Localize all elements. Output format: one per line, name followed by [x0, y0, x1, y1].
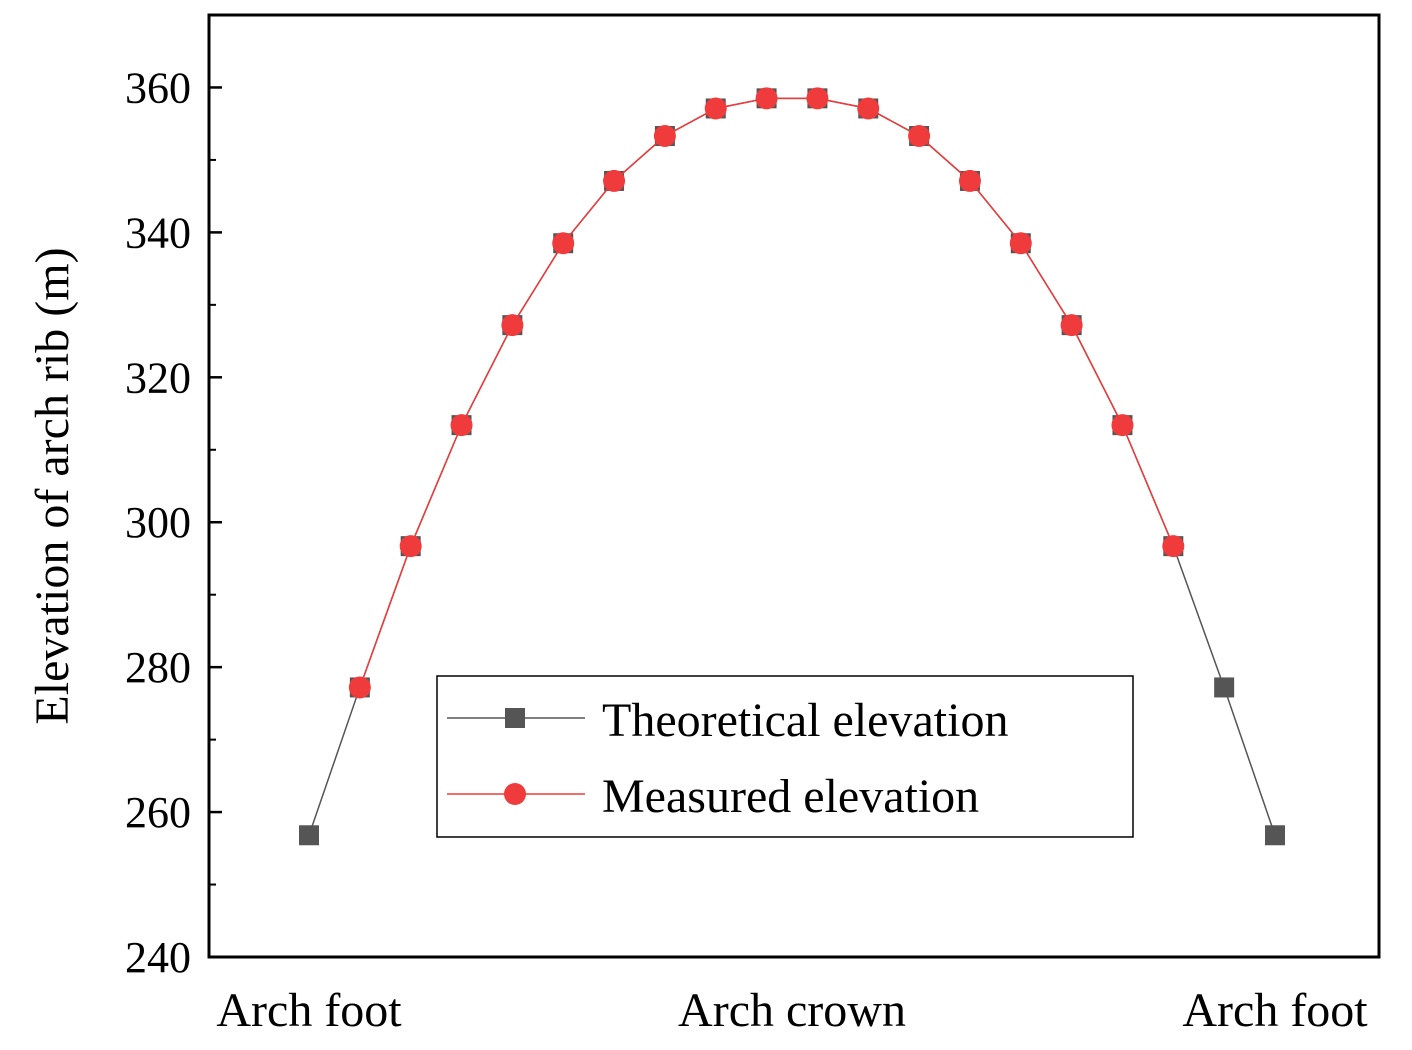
data-point-circle [857, 97, 880, 120]
legend: Theoretical elevation Measured elevation [436, 675, 1134, 838]
data-point-circle [603, 169, 626, 192]
series-line [359, 97, 1175, 688]
legend-label-theoretical: Theoretical elevation [602, 694, 1008, 747]
data-point-circle [653, 125, 676, 148]
y-tick-label: 280 [125, 643, 191, 692]
data-point-circle [704, 97, 727, 120]
data-point-circle [450, 414, 473, 437]
y-tick-label: 320 [125, 353, 191, 402]
data-point-square [1214, 677, 1235, 698]
x-axis-categories: Arch foot Arch crown Arch foot [216, 984, 1368, 1037]
x-category-label: Arch crown [678, 984, 906, 1037]
data-point-square [299, 825, 319, 846]
y-tick-label: 300 [125, 498, 191, 547]
data-point-square [1265, 825, 1285, 846]
data-point-circle [399, 535, 422, 558]
plot-frame [207, 13, 1381, 959]
data-point-circle [1009, 232, 1032, 255]
series-measured [348, 87, 1185, 699]
data-point-circle [1060, 314, 1083, 337]
legend-marker-measured [504, 783, 526, 805]
data-point-circle [1162, 535, 1185, 558]
x-category-label: Arch foot [216, 984, 402, 1037]
legend-marker-theoretical [505, 708, 525, 728]
data-point-circle [552, 232, 575, 255]
data-point-circle [958, 169, 981, 192]
data-point-circle [755, 87, 778, 110]
data-point-circle [501, 314, 524, 337]
y-tick-label: 340 [125, 208, 191, 257]
y-tick-label: 260 [125, 788, 191, 837]
data-point-circle [806, 87, 829, 110]
data-point-circle [348, 676, 371, 699]
y-axis-title: Elevation of arch rib (m) [26, 247, 79, 724]
legend-label-measured: Measured elevation [602, 770, 979, 823]
y-axis-ticks: 240 260 280 300 320 340 360 [125, 63, 222, 982]
y-tick-label: 360 [125, 63, 191, 112]
legend-box [436, 675, 1134, 838]
data-point-circle [1111, 414, 1134, 437]
data-point-circle [908, 125, 931, 148]
x-category-label: Arch foot [1182, 984, 1368, 1037]
y-tick-label: 240 [125, 933, 191, 982]
